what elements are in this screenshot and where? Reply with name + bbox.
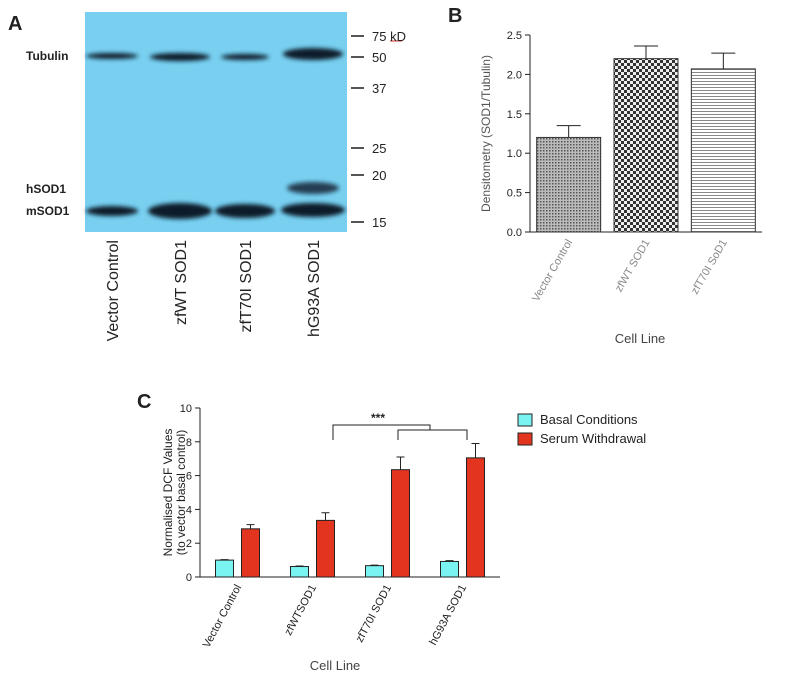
x-axis-label: Cell Line — [310, 658, 361, 673]
bracket — [397, 429, 468, 440]
y-tick-label: 8 — [186, 437, 192, 449]
y-tick-label: 1.0 — [507, 148, 522, 160]
legend-label: Basal Conditions — [540, 412, 638, 427]
y-tick-label: 6 — [186, 471, 192, 483]
blot — [85, 12, 402, 232]
bar — [536, 136, 602, 233]
bar — [391, 469, 410, 578]
band-label: Tubulin — [26, 49, 68, 63]
bracket — [332, 424, 431, 440]
ladder-label: 37 — [372, 81, 386, 96]
x-tick-label: zfWT SOD1 — [613, 238, 653, 295]
lane-label: hG93A SOD1 — [306, 240, 323, 337]
error-bar — [370, 564, 379, 566]
ladder-marks — [351, 35, 364, 223]
panel-label: B — [448, 5, 462, 27]
band-label: hSOD1 — [26, 182, 66, 196]
y-tick-label: 0.5 — [507, 188, 522, 200]
error-bar — [556, 125, 581, 138]
y-tick-label: 2.0 — [507, 69, 522, 81]
error-bar — [634, 45, 658, 59]
error-bar — [711, 52, 736, 69]
y-tick-label: 10 — [180, 403, 192, 415]
error-bar — [246, 524, 255, 529]
legend-label: Serum Withdrawal — [540, 431, 646, 446]
x-tick-label: zfT70I SoD1 — [689, 238, 730, 297]
ladder-label: 50 — [372, 50, 386, 65]
bar — [215, 559, 234, 578]
lane-label: zfWT SOD1 — [173, 240, 190, 325]
bar — [316, 519, 335, 578]
ladder-label: 75 kD — [372, 29, 406, 44]
y-tick-label: 2 — [186, 538, 192, 550]
bar — [241, 528, 260, 578]
bands — [86, 48, 345, 219]
y-tick-label: 2.5 — [507, 30, 522, 42]
x-tick-label: zfT70I SOD1 — [354, 583, 394, 645]
bar — [466, 457, 485, 578]
significance: *** — [371, 411, 385, 425]
bar — [290, 566, 309, 578]
ladder-label: 15 — [372, 215, 386, 230]
panel-label: A — [8, 13, 22, 35]
ladder-label: 20 — [372, 168, 386, 183]
y-axis-label: Normalised DCF Values — [161, 429, 175, 557]
bar — [440, 560, 459, 578]
legend-swatch — [517, 413, 533, 427]
y-tick-label: 4 — [186, 504, 192, 516]
x-tick-label: Vector Control — [530, 238, 575, 304]
y-tick-label: 0 — [186, 572, 192, 584]
error-bar — [295, 565, 304, 567]
legend-swatch — [517, 432, 533, 446]
bar — [613, 58, 679, 233]
error-bar — [321, 512, 330, 521]
y-axis-label: Densitometry (SOD1/Tubulin) — [479, 55, 493, 212]
error-bar — [445, 560, 454, 562]
membrane — [85, 12, 347, 232]
y-tick-label: 0.0 — [507, 227, 522, 239]
y-axis-label: (to vector basal control) — [174, 430, 188, 555]
x-tick-label: hG93A SOD1 — [427, 583, 469, 647]
y-tick-label: 1.5 — [507, 109, 522, 121]
ladder-label: 25 — [372, 141, 386, 156]
bar — [690, 68, 756, 233]
x-tick-label: zfWTSOD1 — [282, 583, 319, 638]
error-bar — [220, 559, 229, 561]
band-label: mSOD1 — [26, 204, 70, 218]
bar — [365, 565, 384, 578]
error-bar — [396, 456, 405, 470]
x-axis-label: Cell Line — [615, 331, 666, 346]
lane-label: zfT70I SOD1 — [238, 240, 255, 333]
lane-label: Vector Control — [105, 240, 122, 341]
x-tick-label: Vector Control — [201, 583, 244, 650]
error-bar — [471, 442, 480, 458]
panel-label: C — [137, 391, 151, 413]
